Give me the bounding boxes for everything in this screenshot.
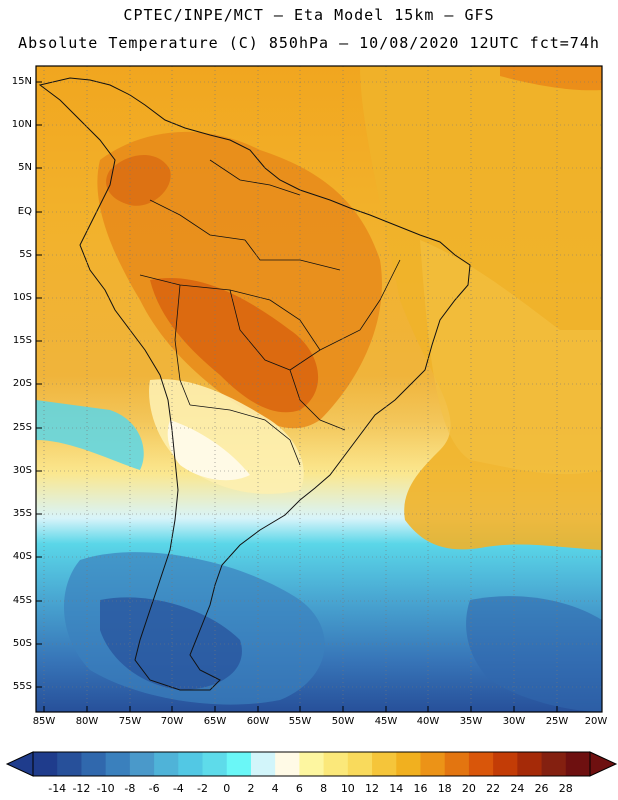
lon-label: 85W — [32, 716, 56, 727]
lon-label: 40W — [416, 716, 440, 727]
country-borders — [139, 159, 401, 466]
colorbar-tick-label: -8 — [124, 782, 136, 795]
colorbar-arrow-left — [5, 751, 34, 777]
lon-label: 60W — [246, 716, 270, 727]
colorbar-tick-label: 10 — [340, 782, 355, 795]
colorbar-tick-label: -10 — [96, 782, 115, 795]
map-frame — [35, 65, 603, 713]
colorbar-swatch — [154, 752, 179, 776]
lat-label: 50S — [12, 638, 32, 649]
colorbar-swatch — [226, 752, 252, 776]
lat-label: 5S — [19, 249, 32, 260]
lat-label: 40S — [12, 551, 32, 562]
title-line-2: Absolute Temperature (C) 850hPa – 10/08/… — [18, 34, 600, 52]
colorbar-tick-label: 4 — [271, 782, 279, 795]
colorbar-swatch — [202, 752, 228, 776]
axis-ticks — [36, 81, 558, 712]
colorbar-tick-label: 24 — [510, 782, 525, 795]
colorbar-swatch — [105, 752, 131, 776]
colorbar-swatch — [275, 752, 300, 776]
colorbar-swatch — [468, 752, 494, 776]
temperature-field — [36, 66, 602, 712]
lon-label: 80W — [75, 716, 99, 727]
colorbar-tick-label: 22 — [486, 782, 501, 795]
lat-label: 35S — [12, 508, 32, 519]
lon-label: 25W — [545, 716, 569, 727]
lon-label: 50W — [331, 716, 355, 727]
lon-label: 35W — [459, 716, 483, 727]
colorbar-swatch — [444, 752, 470, 776]
colorbar-swatch — [565, 752, 591, 776]
colorbar-arrow-right — [589, 751, 618, 777]
colorbar-tick-label: -14 — [48, 782, 67, 795]
colorbar-swatch — [517, 752, 543, 776]
lat-label: 5N — [18, 162, 32, 173]
title-line-1: CPTEC/INPE/MCT – Eta Model 15km – GFS — [123, 6, 495, 24]
colorbar-tick-label: -2 — [197, 782, 208, 795]
colorbar-swatch — [396, 752, 421, 776]
colorbar-swatch — [299, 752, 325, 776]
colorbar-tick-label: -12 — [72, 782, 91, 795]
lon-label: 65W — [203, 716, 227, 727]
lon-label: 55W — [288, 716, 312, 727]
colorbar-tick-label: -4 — [172, 782, 184, 795]
colorbar-swatch — [129, 752, 155, 776]
lat-label: 20S — [12, 378, 32, 389]
colorbar-swatch — [178, 752, 204, 776]
colorbar-swatch — [347, 752, 373, 776]
lon-label: 30W — [502, 716, 526, 727]
lat-label: 15S — [12, 335, 32, 346]
lat-label: 30S — [12, 465, 32, 476]
colorbar-swatch — [541, 752, 567, 776]
lat-label: 10N — [11, 119, 32, 130]
lat-label: 10S — [12, 292, 32, 303]
colorbar-tick-label: 16 — [413, 782, 428, 795]
lat-label: 15N — [11, 76, 32, 87]
colorbar-swatch — [372, 752, 397, 776]
colorbar-tick-label: 26 — [534, 782, 549, 795]
colorbar-swatch — [323, 752, 349, 776]
colorbar-tick-label: 20 — [461, 782, 476, 795]
lon-label: 45W — [374, 716, 398, 727]
lat-label: EQ — [17, 206, 32, 217]
lon-label: 20W — [584, 716, 608, 727]
colorbar-tick-label: 6 — [295, 782, 303, 795]
lon-label: 75W — [118, 716, 142, 727]
colorbar-tick-label: 8 — [320, 782, 328, 795]
colorbar — [5, 751, 618, 777]
lat-label: 25S — [12, 422, 32, 433]
colorbar-swatch — [493, 752, 518, 776]
colorbar-swatch — [420, 752, 446, 776]
colorbar-tick-label: 28 — [558, 782, 573, 795]
colorbar-swatch — [57, 752, 82, 776]
colorbar-tick-label: 18 — [437, 782, 452, 795]
colorbar-tick-label: 14 — [389, 782, 404, 795]
lon-label: 70W — [160, 716, 184, 727]
colorbar-tick-label: 12 — [365, 782, 380, 795]
lat-label: 55S — [12, 681, 32, 692]
colorbar-tick-label: 0 — [223, 782, 231, 795]
lat-label: 45S — [12, 595, 32, 606]
colorbar-swatch — [33, 752, 58, 776]
colorbar-swatch — [250, 752, 276, 776]
colorbar-tick-label: 2 — [247, 782, 255, 795]
colorbar-frame — [32, 751, 591, 777]
colorbar-tick-label: -6 — [148, 782, 160, 795]
colorbar-swatch — [81, 752, 107, 776]
